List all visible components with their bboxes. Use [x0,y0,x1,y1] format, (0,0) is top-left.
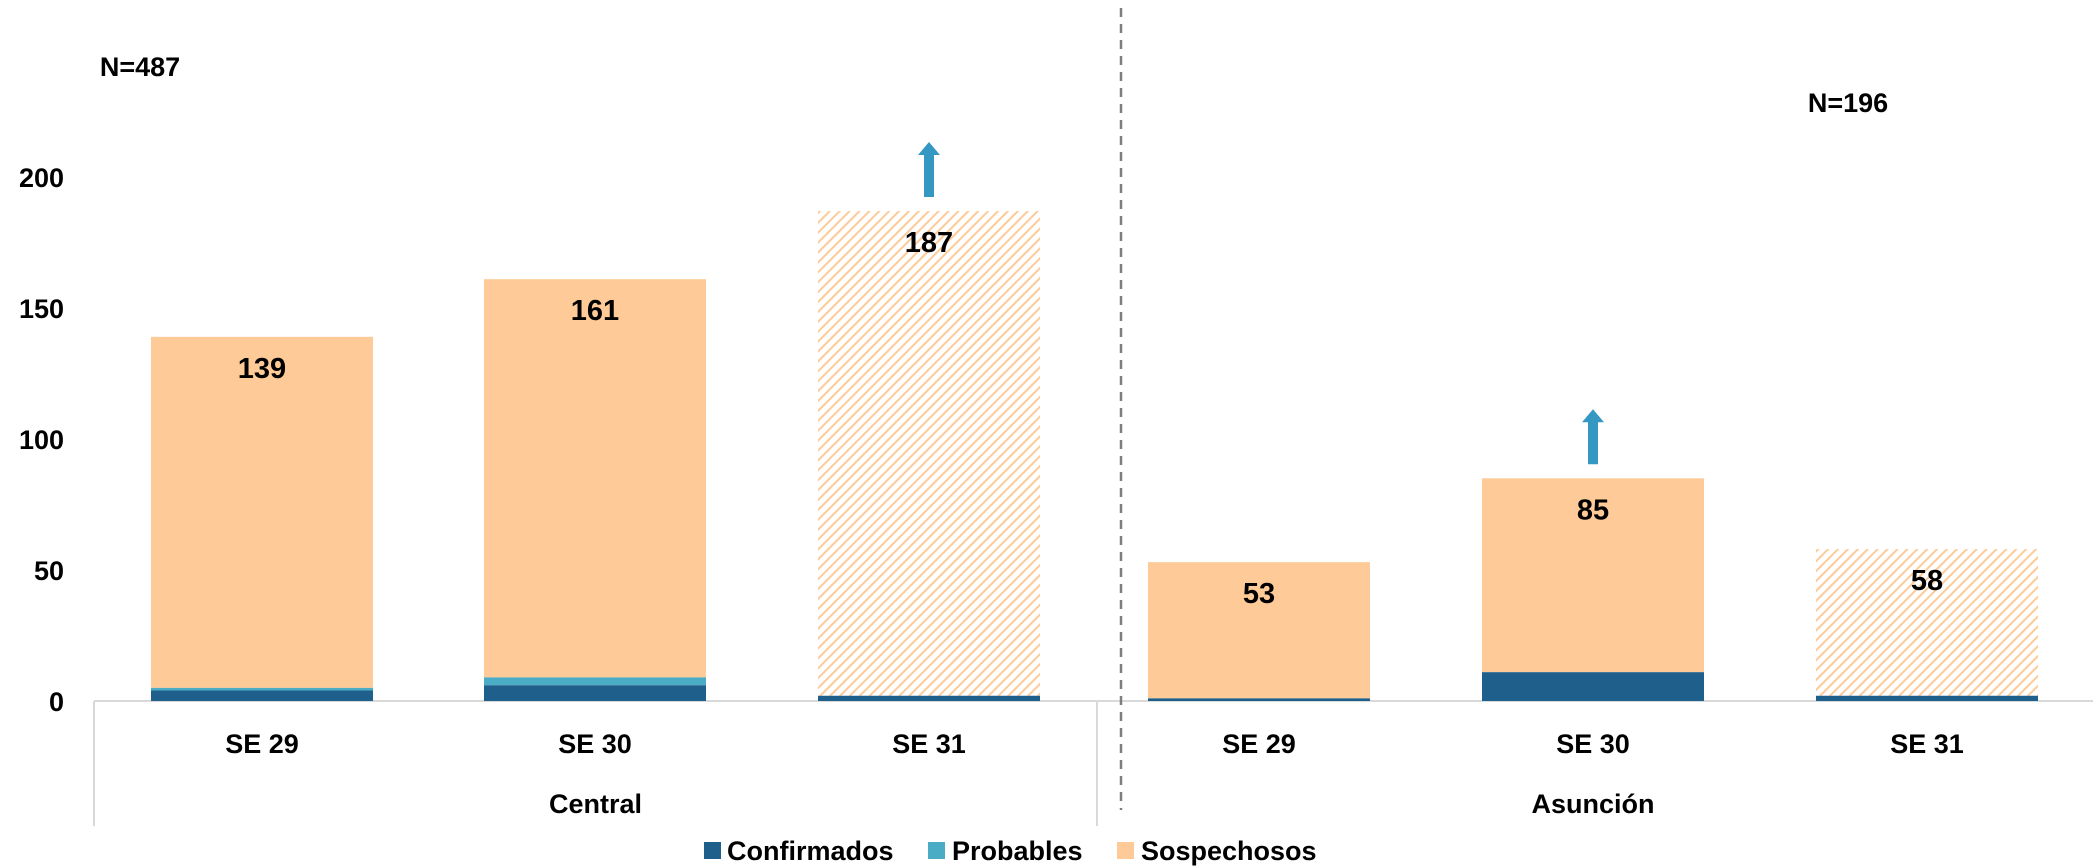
x-tick-label: SE 30 [1556,729,1630,759]
legend-swatch [1117,842,1134,859]
y-tick-label: 100 [19,425,64,455]
bar-confirmados [1148,698,1370,701]
up-arrow-icon [1582,409,1604,465]
legend-swatch [704,842,721,859]
x-group-label: Central [549,789,642,819]
legend-label: Sospechosos [1141,836,1317,866]
n-total-annotation: N=196 [1808,88,1888,118]
bar-probables [151,687,373,691]
bar-sospechosos [151,336,373,688]
up-arrow-icon [918,142,940,198]
bar-total-label: 85 [1577,494,1609,526]
x-tick-label: SE 31 [1890,729,1964,759]
x-tick-label: SE 29 [225,729,299,759]
bar-total-label: 53 [1243,578,1275,610]
x-group-label: Asunción [1531,789,1654,819]
y-tick-label: 50 [34,556,64,586]
bar-sospechosos [1816,549,2038,696]
legend-swatch [928,842,945,859]
bar-confirmados [484,685,706,701]
x-tick-label: SE 30 [558,729,632,759]
bar-confirmados [1816,695,2038,701]
bar-confirmados [151,690,373,701]
legend-label: Confirmados [727,836,894,866]
bar-sospechosos [1148,562,1370,699]
legend: Confirmados Probables Sospechosos [704,836,1317,866]
bar-probables [484,677,706,686]
bar-confirmados [1482,672,1704,701]
y-tick-label: 150 [19,294,64,324]
bar-total-label: 139 [238,353,286,385]
bar-total-label: 187 [905,227,953,259]
bar-confirmados [818,695,1040,701]
legend-label: Probables [952,836,1083,866]
y-tick-label: 0 [49,687,64,717]
bar-sospechosos [484,279,706,678]
y-tick-label: 200 [19,163,64,193]
x-tick-label: SE 31 [892,729,966,759]
n-total-annotation: N=487 [100,52,180,82]
x-tick-label: SE 29 [1222,729,1296,759]
bar-total-label: 161 [571,295,619,327]
bar-sospechosos [818,211,1040,696]
bar-total-label: 58 [1911,565,1943,597]
bar-sospechosos [1482,478,1704,673]
